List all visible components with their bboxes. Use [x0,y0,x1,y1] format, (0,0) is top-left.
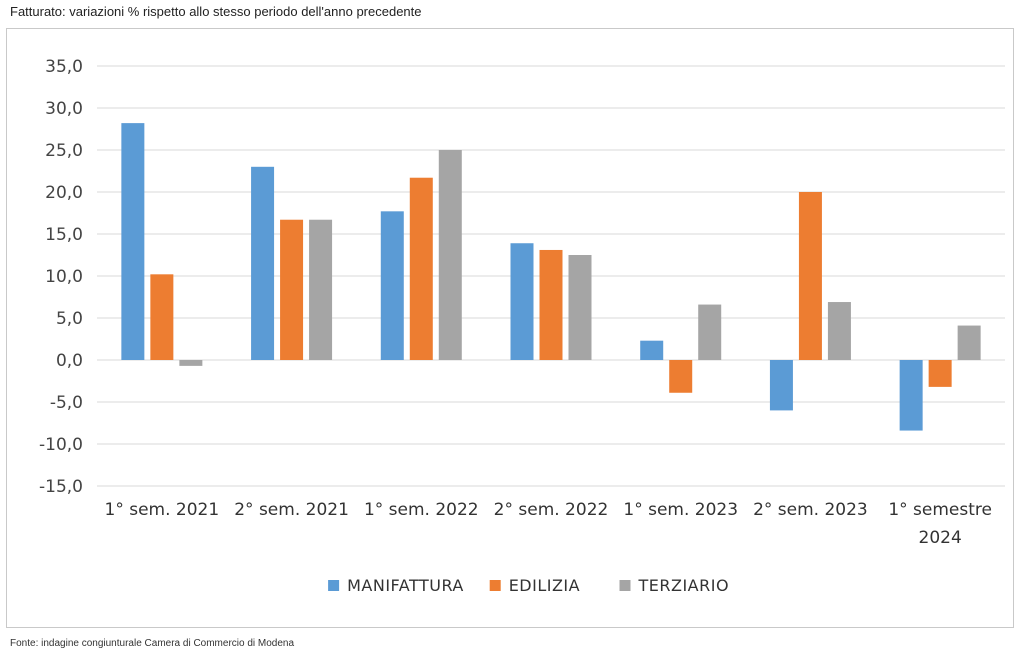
bar-manifattura-7 [899,360,923,431]
legend-label-terziario: TERZIARIO [638,576,730,595]
chart-frame: 35,0 30,0 25,0 20,0 15,0 10,0 5,0 0,0 -5,0 -10,0 -… [6,28,1014,628]
x-tick-label: 1° sem. 2022 [364,500,479,520]
bar-manifattura-3 [380,211,404,360]
y-tick-label: -5,0 [50,393,83,413]
bar-edilizia-2 [280,219,304,360]
x-tick-label: 2° sem. 2021 [234,500,349,520]
bar-terziario-6 [827,302,851,360]
bar-terziario-5 [698,304,722,360]
y-tick-label: -15,0 [39,477,83,497]
bar-terziario-4 [568,255,592,360]
x-tick-label: 1° sem. 2023 [623,500,738,520]
bars [121,123,981,431]
bar-chart: 35,0 30,0 25,0 20,0 15,0 10,0 5,0 0,0 -5,0 -10,0 -… [39,57,1005,595]
x-tick-label: 2° sem. 2022 [494,500,609,520]
y-tick-label: 35,0 [45,57,83,77]
y-tick-label: 5,0 [56,309,83,329]
y-tick-label: 10,0 [45,267,83,287]
legend-swatch-edilizia [489,580,501,591]
legend-swatch-manifattura [328,580,340,591]
x-tick-label: 1° semestre [888,500,992,520]
bar-terziario-2 [309,219,333,360]
bar-edilizia-6 [798,192,822,360]
legend-label-edilizia: EDILIZIA [509,576,580,595]
bar-terziario-3 [438,150,462,360]
bar-edilizia-4 [539,249,563,360]
y-tick-label: 20,0 [45,183,83,203]
legend-swatch-terziario [619,580,631,591]
bar-edilizia-5 [669,360,693,393]
y-tick-label: 0,0 [56,351,83,371]
bar-edilizia-1 [150,274,174,360]
y-tick-label: 15,0 [45,225,83,245]
x-axis-tick-labels: 1° sem. 2021 2° sem. 2021 1° sem. 2022 2° s… [105,500,992,548]
bar-edilizia-3 [409,177,433,360]
y-axis-tick-labels: 35,0 30,0 25,0 20,0 15,0 10,0 5,0 0,0 -5,0 -10,0 -… [39,57,83,497]
bar-edilizia-7 [928,360,952,387]
legend: MANIFATTURA EDILIZIA TERZIARIO [328,576,729,595]
bar-manifattura-1 [121,123,145,361]
bar-manifattura-4 [510,243,534,360]
y-tick-label: -10,0 [39,435,83,455]
x-tick-label: 2° sem. 2023 [753,500,868,520]
bar-terziario-1 [179,360,203,366]
y-tick-label: 30,0 [45,99,83,119]
bar-manifattura-2 [251,166,275,360]
bar-manifattura-6 [769,360,793,411]
legend-label-manifattura: MANIFATTURA [347,576,464,595]
y-tick-label: 25,0 [45,141,83,161]
x-tick-label: 2024 [919,528,962,548]
x-tick-label: 1° sem. 2021 [105,500,220,520]
bar-terziario-7 [957,325,981,360]
source-note: Fonte: indagine congiunturale Camera di … [10,638,295,649]
bar-manifattura-5 [640,340,664,360]
chart-header-title: Fatturato: variazioni % rispetto allo st… [10,4,422,19]
